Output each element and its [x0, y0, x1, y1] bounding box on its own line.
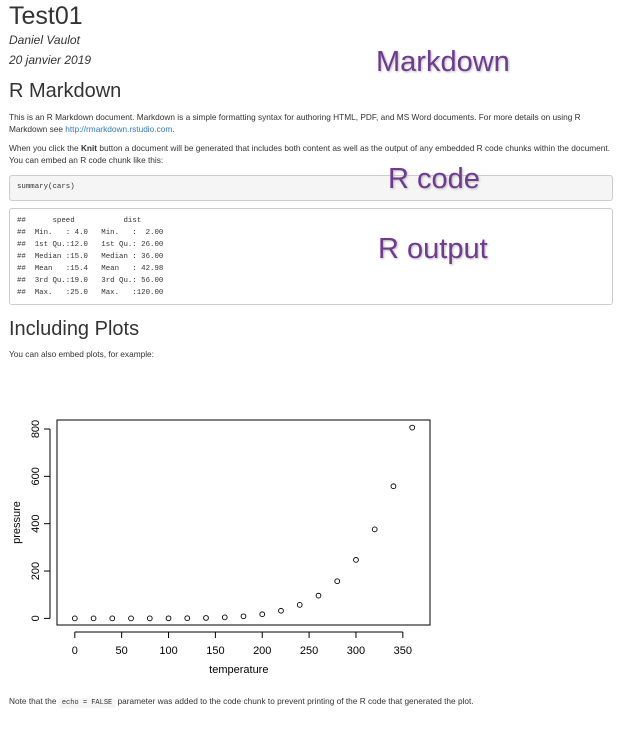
data-point: [409, 424, 416, 431]
document-date: 20 janvier 2019: [9, 53, 92, 67]
data-point: [278, 607, 284, 614]
code-text: summary(cars): [17, 183, 75, 191]
note-text-b: parameter was added to the code chunk to…: [115, 696, 474, 706]
scatter-plot: 0 50 100 150 200 250 300 350 0 200 400 600 800 temper…: [11, 419, 431, 676]
data-point: [184, 615, 191, 622]
annotation-r-output: R output: [378, 233, 488, 265]
data-point: [296, 602, 303, 608]
knit-text-a: When you click the: [9, 143, 81, 153]
data-point: [240, 613, 247, 620]
x-tick-label: 150: [206, 645, 224, 657]
data-point: [90, 615, 97, 622]
output-line: ## Min. : 4.0 Min. : 2.00: [17, 229, 173, 237]
note-code: echo = FALSE: [58, 698, 116, 708]
knit-bold: Knit: [80, 143, 98, 153]
output-line: ## Median :15.0 Median : 36.00: [17, 253, 173, 261]
heading-r-markdown: R Markdown: [9, 80, 122, 102]
data-point: [371, 526, 378, 533]
paragraph-knit: When you click the Knit button a documen…: [9, 142, 615, 166]
data-point: [165, 615, 172, 622]
output-line: ## 1st Qu.:12.0 1st Qu.: 26.00: [17, 241, 173, 249]
y-axis-label: pressure: [11, 501, 23, 544]
document-title: Test01: [9, 2, 83, 30]
data-point: [71, 615, 78, 622]
annotation-r-code: R code: [388, 163, 480, 195]
y-tick-label: 0: [30, 615, 42, 621]
x-tick-label: 350: [394, 645, 412, 657]
document-author: Daniel Vaulot: [9, 33, 80, 47]
output-line: ## 3rd Qu.:19.0 3rd Qu.: 56.00: [17, 277, 173, 285]
plot-axes: 0 50 100 150 200 250 300 350 0 200 400 600 800 temper…: [11, 419, 431, 676]
code-chunk: summary(cars): [9, 175, 613, 201]
x-tick-label: 50: [116, 645, 128, 657]
y-tick-label: 200: [30, 562, 42, 580]
x-tick-label: 250: [300, 645, 318, 657]
output-line: ## speed dist: [17, 217, 173, 225]
intro-text: This is an R Markdown document. Markdown…: [9, 112, 581, 134]
paragraph-intro: This is an R Markdown document. Markdown…: [9, 111, 615, 135]
x-tick-label: 300: [347, 645, 365, 657]
data-point: [353, 557, 359, 563]
data-point: [259, 611, 266, 618]
paragraph-plots: You can also embed plots, for example:: [9, 349, 154, 359]
annotation-markdown: Markdown: [376, 46, 510, 78]
x-tick-label: 200: [253, 645, 271, 657]
y-tick-label: 800: [30, 420, 42, 438]
heading-including-plots: Including Plots: [9, 318, 140, 340]
data-point: [146, 615, 153, 622]
note-text-a: Note that the: [9, 696, 59, 706]
plot-points: [71, 424, 416, 622]
data-point: [109, 615, 116, 622]
data-point: [221, 614, 228, 621]
paragraph-note: Note that the echo = FALSE parameter was…: [9, 695, 615, 709]
y-tick-label: 400: [30, 515, 42, 533]
plot-frame: [56, 419, 431, 626]
output-line: ## Max. :25.0 Max. :120.00: [17, 289, 173, 297]
knit-text-b: button a document will be generated that…: [9, 143, 610, 165]
y-tick-label: 600: [30, 467, 42, 485]
x-tick-label: 0: [72, 645, 78, 657]
data-point: [203, 615, 209, 621]
x-tick-label: 100: [159, 645, 177, 657]
intro-end: .: [172, 124, 175, 134]
output-block: ## speed dist ## Min. : 4.0 Min. : 2.00 …: [9, 208, 613, 305]
data-point: [128, 615, 134, 622]
output-line: ## Mean :15.4 Mean : 42.98: [17, 265, 173, 273]
rmarkdown-link[interactable]: http://rmarkdown.rstudio.com: [65, 124, 173, 134]
data-point: [334, 578, 341, 585]
data-point: [315, 592, 322, 599]
data-point: [390, 483, 397, 490]
x-axis-label: temperature: [209, 664, 268, 676]
